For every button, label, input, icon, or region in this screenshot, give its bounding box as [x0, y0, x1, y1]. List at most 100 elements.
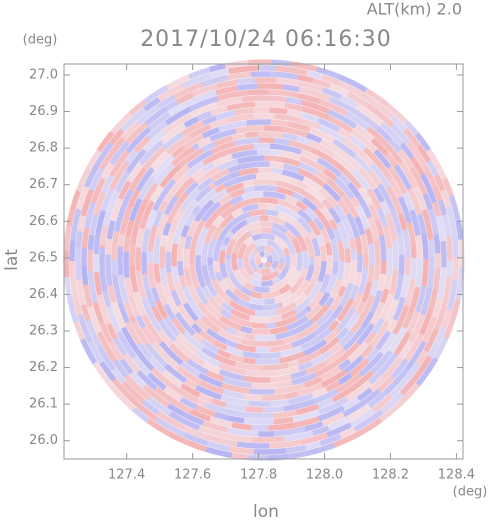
echo-cell: [228, 162, 253, 174]
echo-cell: [151, 305, 163, 323]
echo-cell: [286, 109, 303, 118]
echo-cell: [365, 95, 394, 119]
echo-cell: [301, 197, 318, 212]
echo-cell: [152, 210, 164, 228]
echo-cell: [255, 101, 286, 109]
echo-cell: [222, 389, 245, 400]
echo-cell: [325, 177, 346, 198]
echo-cell: [398, 161, 418, 189]
echo-cell: [232, 287, 251, 302]
echo-cell: [377, 183, 395, 210]
echo-cell: [329, 96, 360, 116]
echo-cell: [144, 342, 168, 368]
echo-cell: [243, 242, 257, 257]
echo-cell: [189, 408, 212, 422]
echo-cell: [214, 271, 224, 283]
echo-cell: [237, 242, 248, 259]
echo-cell: [261, 289, 282, 299]
echo-cell: [99, 247, 106, 275]
echo-cell: [264, 297, 276, 305]
echo-cell: [144, 182, 159, 201]
echo-cell: [309, 266, 321, 286]
echo-cell: [211, 398, 227, 408]
echo-cell: [125, 148, 147, 174]
echo-cell: [221, 432, 253, 443]
echo-cell: [135, 227, 145, 248]
echo-cell: [445, 236, 453, 261]
echo-cell: [303, 283, 315, 297]
echo-cell: [388, 269, 399, 295]
echo-cell: [166, 403, 187, 418]
echo-cell: [350, 315, 366, 334]
echo-cell: [212, 214, 225, 228]
echo-cell: [328, 342, 343, 355]
echo-cell: [201, 346, 218, 360]
echo-cell: [111, 301, 126, 329]
echo-cell: [201, 285, 213, 300]
echo-cell: [231, 151, 244, 160]
echo-cell: [325, 254, 333, 276]
echo-cell: [446, 260, 453, 278]
echo-cell: [172, 164, 191, 183]
echo-cell: [408, 314, 426, 343]
y-tick-label: 26.5: [29, 250, 58, 265]
echo-cell: [346, 380, 372, 402]
echo-cell: [206, 370, 225, 382]
echo-cell: [242, 180, 254, 188]
echo-cell: [387, 137, 402, 153]
echo-cell: [183, 248, 190, 270]
echo-cell: [215, 85, 239, 96]
echo-cell: [101, 162, 115, 180]
echo-cell: [188, 66, 211, 80]
echo-cell: [213, 293, 225, 306]
echo-cell: [331, 304, 344, 320]
echo-cell: [333, 228, 343, 243]
echo-cell: [83, 160, 102, 188]
echo-cell: [298, 168, 313, 179]
echo-cell: [109, 149, 131, 178]
echo-cell: [287, 121, 311, 133]
echo-cell: [368, 370, 383, 385]
echo-cell: [349, 135, 367, 151]
echo-cell: [285, 202, 301, 214]
echo-cell: [379, 293, 395, 321]
echo-cell: [93, 191, 107, 216]
echo-cell: [283, 221, 301, 238]
echo-cell: [213, 339, 228, 351]
echo-cell: [189, 263, 198, 280]
echo-cell: [280, 308, 297, 320]
echo-cell: [300, 335, 322, 351]
echo-cell: [134, 348, 155, 372]
echo-cell: [77, 215, 87, 232]
echo-cell: [331, 388, 351, 403]
echo-cell: [351, 292, 363, 310]
echo-cell: [119, 205, 133, 235]
echo-cell: [157, 83, 184, 102]
echo-cell: [318, 327, 333, 340]
echo-cell: [223, 178, 237, 189]
echo-cell: [174, 386, 200, 404]
echo-cell: [82, 284, 93, 308]
echo-cell: [311, 237, 321, 257]
echo-cell: [155, 299, 168, 319]
echo-cell: [285, 315, 309, 331]
echo-cell: [353, 271, 362, 287]
echo-cell: [220, 394, 250, 406]
echo-cell: [151, 341, 165, 356]
echo-cell: [120, 107, 147, 133]
echo-cell: [287, 359, 300, 368]
echo-cell: [219, 250, 226, 264]
y-unit: (deg): [23, 33, 58, 48]
echo-cell: [147, 396, 172, 416]
echo-cell: [335, 327, 349, 341]
echo-cell: [234, 361, 263, 371]
echo-cell: [181, 120, 205, 137]
echo-cell: [356, 322, 375, 346]
echo-cell: [269, 143, 282, 151]
echo-cell: [333, 176, 355, 200]
echo-cell: [443, 314, 457, 339]
echo-cell: [291, 372, 317, 386]
echo-cell: [200, 380, 225, 395]
echo-cell: [326, 195, 339, 208]
echo-cell: [277, 262, 285, 271]
